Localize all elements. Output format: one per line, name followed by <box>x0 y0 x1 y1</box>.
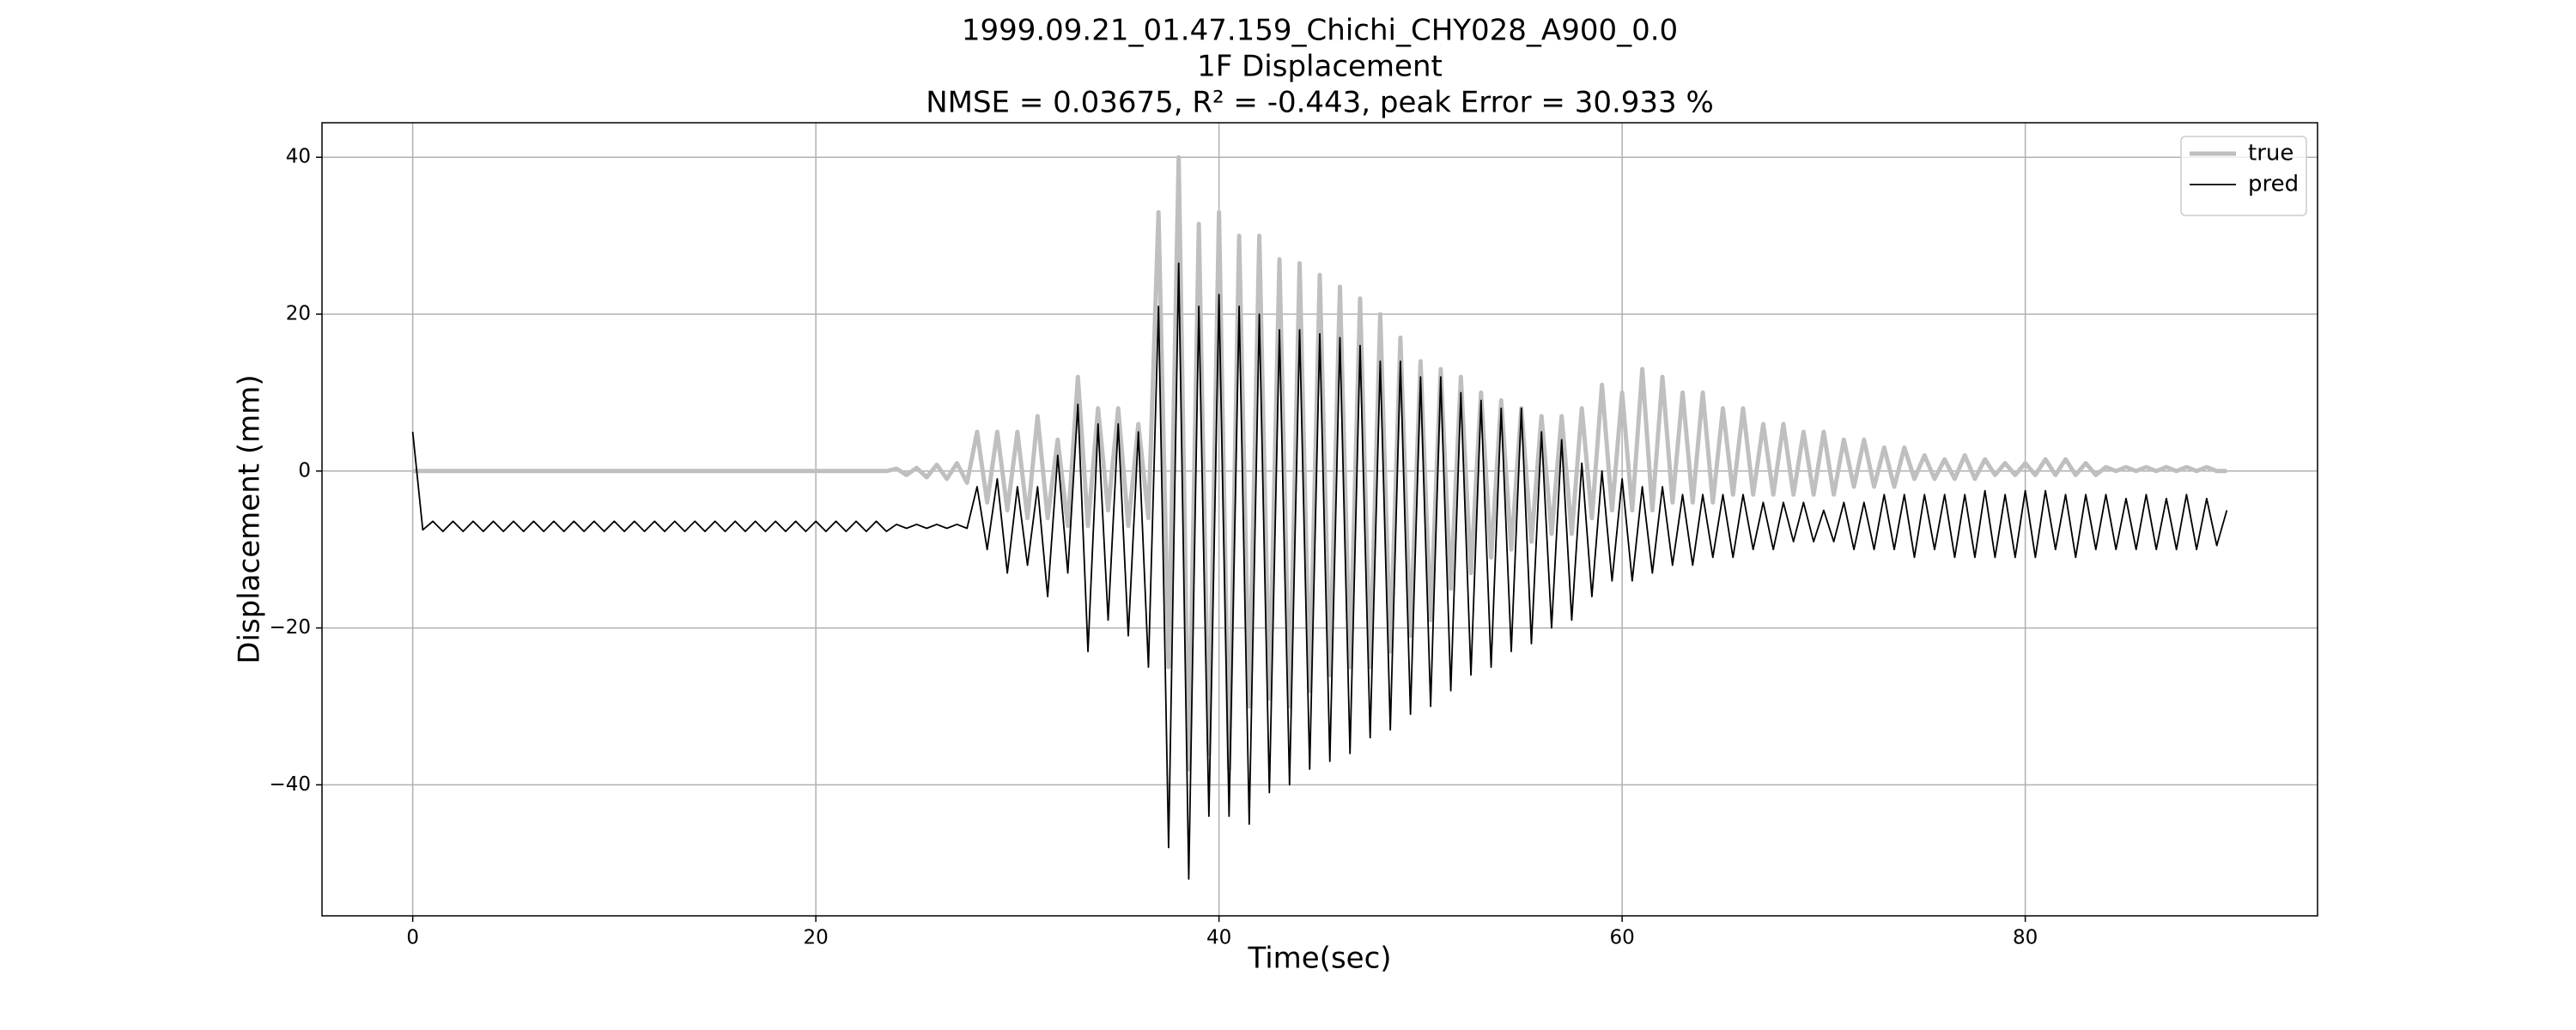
x-tick-label: 0 <box>406 927 419 949</box>
x-axis-label: Time(sec) <box>1247 942 1391 976</box>
series-line <box>411 262 2228 880</box>
plot-frame <box>321 122 2318 917</box>
legend-label: true <box>2248 141 2293 167</box>
x-tick-label: 80 <box>2013 927 2038 949</box>
x-tick-label: 20 <box>803 927 828 949</box>
y-tick-label: −40 <box>269 773 311 796</box>
y-tick-label: 40 <box>286 146 311 168</box>
y-tick-label: 20 <box>286 303 311 325</box>
legend-label: pred <box>2248 172 2299 197</box>
y-tick-label: 0 <box>298 459 311 482</box>
x-tick-label: 40 <box>1206 927 1231 949</box>
chart-title: 1999.09.21_01.47.159_Chichi_CHY028_A900_… <box>962 14 1678 48</box>
chart-metrics: NMSE = 0.03675, R² = -0.443, peak Error … <box>926 86 1714 120</box>
chart-subtitle: 1F Displacement <box>1197 50 1443 84</box>
y-tick-label: −20 <box>269 616 311 639</box>
series-line <box>412 154 2227 772</box>
legend-box <box>2180 136 2307 216</box>
x-tick-label: 60 <box>1609 927 1634 949</box>
y-axis-label: Displacement (mm) <box>233 374 267 663</box>
